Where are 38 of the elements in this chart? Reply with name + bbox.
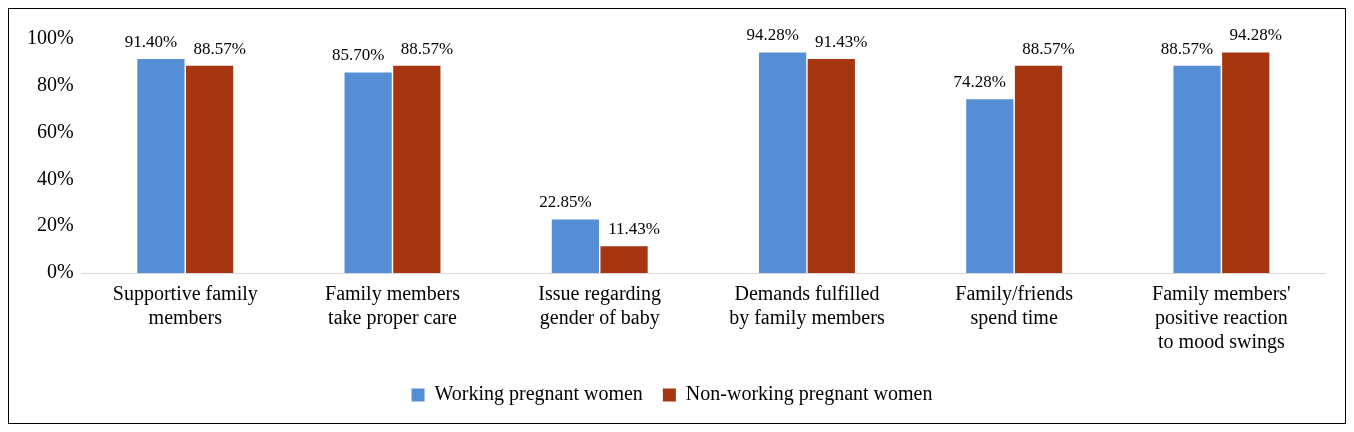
data-label: 91.40%: [124, 32, 178, 52]
bar: [551, 219, 599, 273]
data-label: 88.57%: [1160, 38, 1214, 58]
data-label: 22.85%: [539, 192, 592, 212]
data-label: 74.28%: [953, 72, 1007, 92]
x-tick-label: Family members take proper care: [325, 282, 461, 330]
y-tick-label: 60%: [36, 119, 74, 142]
bar: [807, 59, 855, 273]
x-tick-label: Supportive family members: [112, 282, 258, 329]
y-tick-label: 100%: [26, 26, 74, 49]
y-tick-label: 20%: [36, 213, 74, 236]
data-label: 91.43%: [815, 32, 868, 52]
bar: [344, 72, 392, 273]
y-tick-label: 40%: [36, 166, 74, 189]
data-label: 94.28%: [746, 25, 799, 45]
bar: [1014, 65, 1063, 273]
data-label: 94.28%: [1229, 25, 1282, 45]
bar: [137, 59, 185, 273]
bar: [393, 65, 441, 273]
data-label: 11.43%: [608, 219, 660, 239]
legend-label: Working pregnant women: [434, 382, 643, 406]
bar: [758, 52, 807, 273]
x-tick-label: Issue regarding gender of baby: [538, 282, 662, 330]
data-label: 88.57%: [193, 38, 246, 58]
x-tick-label: Family members' positive reaction to mood swings: [1152, 282, 1291, 354]
x-tick-label: Demands fulfilled by family members: [729, 282, 885, 330]
bar: [186, 65, 234, 273]
data-label: 88.57%: [400, 38, 454, 58]
bar: [1173, 65, 1221, 273]
data-label: 85.70%: [331, 45, 385, 65]
y-tick-label: 80%: [36, 73, 74, 96]
bar: [600, 246, 648, 273]
legend-label: Non-working pregnant women: [685, 382, 933, 406]
data-label: 88.57%: [1022, 38, 1075, 58]
bar: [966, 99, 1014, 273]
bar: [1222, 52, 1270, 273]
y-tick-label: 0%: [46, 260, 74, 283]
x-tick-label: Family/friends spend time: [955, 282, 1074, 330]
